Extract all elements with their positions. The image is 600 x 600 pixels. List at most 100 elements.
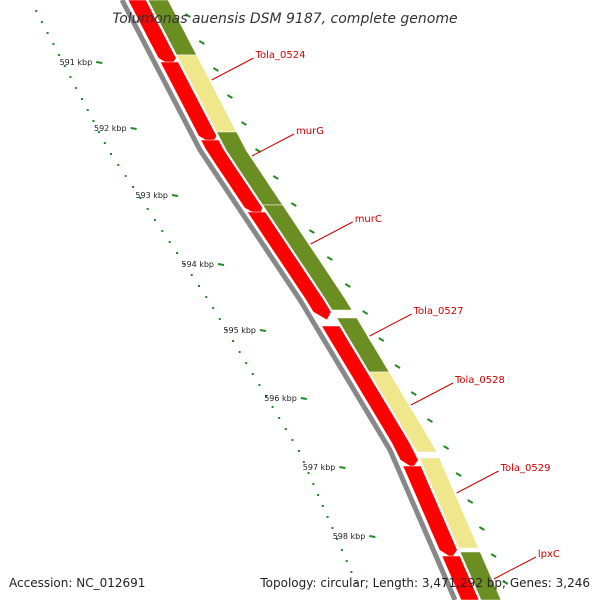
red-cds-6 bbox=[441, 555, 480, 600]
gene-label-2: murC bbox=[355, 214, 382, 225]
outer-tick-mark bbox=[410, 391, 417, 396]
genome-title: Tolumonas auensis DSM 9187, complete gen… bbox=[112, 11, 457, 27]
tick-dot bbox=[317, 494, 320, 496]
tick-dot bbox=[183, 263, 186, 265]
tick-dot bbox=[52, 43, 55, 45]
tick-dot bbox=[40, 21, 43, 23]
outer-tick-mark bbox=[443, 445, 450, 450]
outer-tick-mark bbox=[378, 337, 385, 342]
tick-dot bbox=[298, 450, 300, 452]
tick-dot bbox=[331, 527, 334, 529]
tick-label-3: 594 kbp bbox=[181, 260, 214, 269]
tick-dot bbox=[284, 428, 287, 430]
red-cds-4 bbox=[321, 325, 419, 469]
tick-dot bbox=[212, 307, 215, 309]
gene-label-3: Tola_0527 bbox=[413, 306, 464, 317]
gene-leader-5 bbox=[456, 470, 499, 494]
inner-tick-dots bbox=[35, 10, 358, 584]
tick-dot bbox=[103, 142, 106, 144]
gene-leader-0 bbox=[211, 57, 254, 81]
tick-dot bbox=[291, 439, 294, 441]
gene-leader-2 bbox=[310, 221, 353, 245]
tick-dot bbox=[326, 516, 329, 518]
outer-tick-mark bbox=[212, 67, 219, 72]
tick-label-6: 597 kbp bbox=[303, 463, 336, 472]
gene-leader-1 bbox=[251, 133, 295, 157]
gene-label-0: Tola_0524 bbox=[255, 50, 306, 61]
tick-dot bbox=[302, 461, 305, 463]
outer-tick-mark bbox=[240, 121, 247, 126]
gene-leader-3 bbox=[369, 313, 412, 337]
genome-backbone bbox=[119, 0, 458, 600]
tick-dot bbox=[146, 208, 149, 210]
tick-dot bbox=[350, 571, 353, 573]
outer-tick-mark bbox=[362, 310, 369, 315]
tick-dot bbox=[92, 120, 95, 122]
outer-cds-5 bbox=[368, 371, 438, 453]
tick-dot bbox=[139, 197, 142, 199]
summary-text: Topology: circular; Length: 3,471,292 bp… bbox=[260, 576, 590, 590]
outer-tick-mark bbox=[308, 229, 315, 234]
tick-dot bbox=[81, 98, 83, 100]
tick-dot bbox=[154, 219, 156, 221]
outer-tick-mark bbox=[490, 553, 497, 558]
tick-dot bbox=[321, 505, 324, 507]
tick-dot bbox=[218, 318, 221, 320]
tick-dot bbox=[225, 329, 228, 331]
tick-dot bbox=[345, 560, 348, 562]
tick-label-4: 595 kbp bbox=[223, 326, 256, 335]
outer-tick-mark bbox=[326, 256, 333, 261]
gene-label-1: murG bbox=[296, 126, 324, 137]
outer-tick-mark bbox=[226, 94, 233, 99]
tick-dot bbox=[117, 164, 120, 166]
outer-tick-mark bbox=[344, 283, 351, 288]
outer-cds-6 bbox=[419, 457, 479, 549]
tick-mark-0 bbox=[96, 61, 103, 64]
tick-mark-5 bbox=[300, 397, 307, 400]
tick-dot bbox=[110, 153, 112, 155]
tick-dot bbox=[161, 230, 164, 232]
gene-label-6: lpxC bbox=[538, 549, 560, 560]
tick-mark-3 bbox=[217, 263, 225, 266]
tick-dot bbox=[75, 87, 78, 89]
tick-dot bbox=[63, 65, 66, 67]
gene-label-5: Tola_0529 bbox=[500, 463, 551, 474]
tick-mark-6 bbox=[339, 466, 346, 469]
outer-tick-mark bbox=[198, 40, 205, 45]
red-cds-5 bbox=[402, 465, 458, 559]
tick-dot bbox=[46, 32, 49, 34]
tick-dot bbox=[35, 10, 38, 12]
tick-dot bbox=[98, 131, 101, 133]
gene-leader-6 bbox=[493, 556, 537, 580]
tick-dot bbox=[271, 406, 274, 408]
tick-dot bbox=[238, 351, 241, 353]
outer-tick-mark bbox=[184, 13, 191, 18]
outer-tick-mark bbox=[272, 175, 279, 180]
tick-dot bbox=[176, 252, 178, 254]
tick-dot bbox=[198, 285, 200, 287]
tick-dot bbox=[312, 483, 315, 485]
tick-dot bbox=[251, 373, 254, 375]
tick-labels: 591 kbp 592 kbp 593 kbp 594 kbp 595 kbp 596 k… bbox=[60, 58, 376, 541]
backbone-line bbox=[119, 0, 458, 600]
tick-label-7: 598 kbp bbox=[333, 532, 366, 541]
tick-mark-4 bbox=[259, 329, 267, 332]
tick-mark-7 bbox=[369, 535, 376, 538]
gene-leader-4 bbox=[410, 382, 454, 406]
tick-dot bbox=[86, 109, 89, 111]
tick-mark-1 bbox=[130, 127, 137, 130]
outer-tick-mark bbox=[394, 364, 401, 369]
tick-label-1: 592 kbp bbox=[94, 124, 127, 133]
outer-cds-3 bbox=[262, 204, 353, 311]
gene-labels: Tola_0524 murG murC Tola_0527 Tola_0528 Tola_… bbox=[211, 50, 560, 580]
tick-mark-2 bbox=[171, 194, 179, 197]
tick-label-5: 596 kbp bbox=[264, 394, 297, 403]
tick-dot bbox=[307, 472, 310, 474]
tick-dot bbox=[124, 175, 127, 177]
outer-tick-mark bbox=[455, 472, 462, 477]
tick-dot bbox=[265, 395, 267, 397]
tick-dot bbox=[355, 582, 358, 584]
outer-cds-7 bbox=[459, 551, 502, 600]
tick-label-0: 591 kbp bbox=[60, 58, 93, 67]
tick-dot bbox=[336, 538, 339, 540]
